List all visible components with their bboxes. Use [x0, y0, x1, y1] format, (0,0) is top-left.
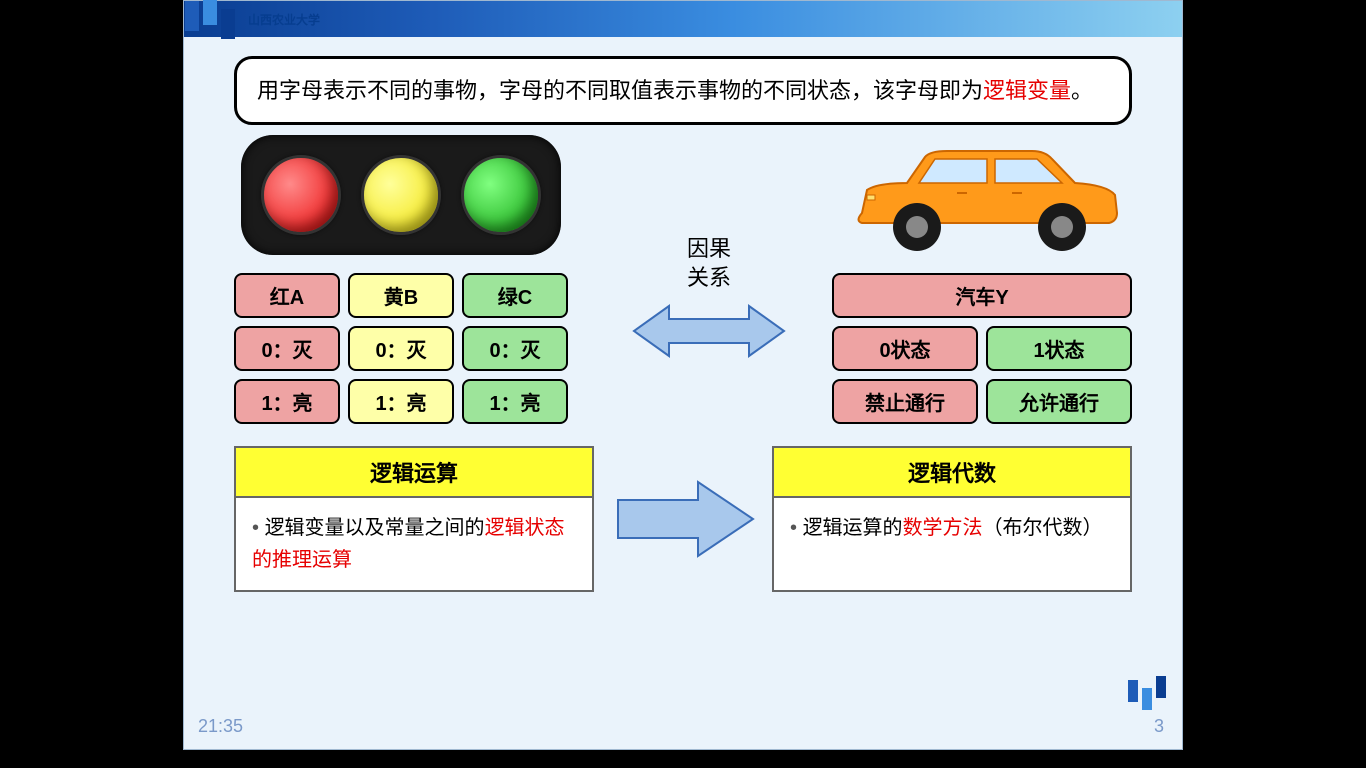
footer-page: 3 — [1154, 716, 1164, 737]
car-allow: 允许通行 — [986, 379, 1132, 424]
footer-deco-icon — [1122, 676, 1182, 721]
relation-label: 因果 关系 — [624, 235, 794, 292]
logic-operation-prefix: 逻辑变量以及常量之间的 — [252, 517, 485, 539]
right-arrow-icon — [608, 474, 758, 564]
definition-box: 用字母表示不同的事物，字母的不同取值表示事物的不同状态，该字母即为逻辑变量。 — [234, 56, 1132, 125]
definition-prefix: 用字母表示不同的事物，字母的不同取值表示事物的不同状态，该字母即为 — [257, 78, 983, 103]
traffic-grid: 红A 黄B 绿C 0：灭 0：灭 0：灭 1：亮 1：亮 1：亮 — [234, 273, 568, 424]
header-deco-icon — [179, 0, 249, 46]
big-arrow-container — [598, 446, 768, 592]
car-forbid: 禁止通行 — [832, 379, 978, 424]
slide-container: 山西农业大学 用字母表示不同的事物，字母的不同取值表示事物的不同状态，该字母即为… — [183, 0, 1183, 750]
bottom-row: 逻辑运算 逻辑变量以及常量之间的逻辑状态的推理运算 逻辑代数 逻辑运算的数学方法… — [234, 446, 1132, 592]
header-bar: 山西农业大学 — [184, 1, 1182, 37]
traffic-light-icon — [241, 135, 561, 255]
car-icon — [832, 135, 1132, 255]
state-1-green: 1：亮 — [462, 379, 568, 424]
logic-algebra-highlight: 数学方法 — [903, 517, 983, 539]
state-0-red: 0：灭 — [234, 326, 340, 371]
definition-highlight: 逻辑变量 — [983, 78, 1071, 103]
label-red-a: 红A — [234, 273, 340, 318]
red-light-icon — [261, 155, 341, 235]
logic-algebra-body: 逻辑运算的数学方法（布尔代数） — [774, 498, 1130, 558]
state-0-green: 0：灭 — [462, 326, 568, 371]
logic-algebra-prefix: 逻辑运算的 — [790, 517, 903, 539]
footer-time: 21:35 — [198, 716, 243, 737]
state-0-yellow: 0：灭 — [348, 326, 454, 371]
header-title: 山西农业大学 — [248, 11, 320, 28]
label-yellow-b: 黄B — [348, 273, 454, 318]
yellow-light-icon — [361, 155, 441, 235]
label-green-c: 绿C — [462, 273, 568, 318]
car-header: 汽车Y — [832, 273, 1132, 318]
logic-algebra-box: 逻辑代数 逻辑运算的数学方法（布尔代数） — [772, 446, 1132, 592]
relation-line2: 关系 — [687, 265, 731, 290]
middle-row: 红A 黄B 绿C 0：灭 0：灭 0：灭 1：亮 1：亮 1：亮 因果 关系 — [234, 135, 1132, 424]
car-state-1: 1状态 — [986, 326, 1132, 371]
green-light-icon — [461, 155, 541, 235]
car-grid: 汽车Y 0状态 1状态 禁止通行 允许通行 — [832, 273, 1132, 424]
logic-algebra-title: 逻辑代数 — [774, 448, 1130, 498]
logic-operation-title: 逻辑运算 — [236, 448, 592, 498]
relation-line1: 因果 — [687, 236, 731, 261]
state-1-yellow: 1：亮 — [348, 379, 454, 424]
traffic-column: 红A 黄B 绿C 0：灭 0：灭 0：灭 1：亮 1：亮 1：亮 — [234, 135, 568, 424]
definition-suffix: 。 — [1071, 78, 1093, 103]
logic-operation-box: 逻辑运算 逻辑变量以及常量之间的逻辑状态的推理运算 — [234, 446, 594, 592]
state-1-red: 1：亮 — [234, 379, 340, 424]
logic-algebra-suffix: （布尔代数） — [983, 517, 1103, 539]
logic-operation-body: 逻辑变量以及常量之间的逻辑状态的推理运算 — [236, 498, 592, 590]
car-column: 汽车Y 0状态 1状态 禁止通行 允许通行 — [832, 135, 1132, 424]
car-state-0: 0状态 — [832, 326, 978, 371]
content-area: 用字母表示不同的事物，字母的不同取值表示事物的不同状态，该字母即为逻辑变量。 红… — [234, 56, 1132, 694]
center-column: 因果 关系 — [624, 235, 794, 371]
double-arrow-icon — [629, 296, 789, 366]
